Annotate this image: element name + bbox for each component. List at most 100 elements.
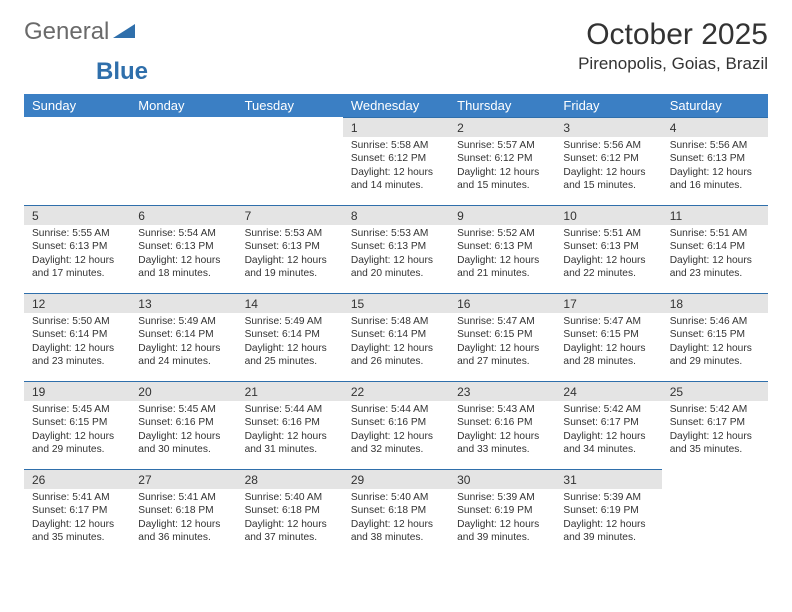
day-details: Sunrise: 5:56 AMSunset: 6:13 PMDaylight:… [662,137,768,197]
calendar-day-cell: .. [662,469,768,557]
day-details: Sunrise: 5:47 AMSunset: 6:15 PMDaylight:… [555,313,661,373]
day-number: 6 [130,205,236,225]
calendar-day-cell: 25Sunrise: 5:42 AMSunset: 6:17 PMDayligh… [662,381,768,469]
day-details: Sunrise: 5:47 AMSunset: 6:15 PMDaylight:… [449,313,555,373]
day-number: 7 [237,205,343,225]
calendar-day-cell: 7Sunrise: 5:53 AMSunset: 6:13 PMDaylight… [237,205,343,293]
day-number: 9 [449,205,555,225]
location-text: Pirenopolis, Goias, Brazil [578,54,768,74]
calendar-day-cell: 5Sunrise: 5:55 AMSunset: 6:13 PMDaylight… [24,205,130,293]
day-number: 22 [343,381,449,401]
weekday-header: Wednesday [343,94,449,117]
day-number: 30 [449,469,555,489]
day-details: Sunrise: 5:45 AMSunset: 6:15 PMDaylight:… [24,401,130,461]
calendar-week-row: ......1Sunrise: 5:58 AMSunset: 6:12 PMDa… [24,117,768,205]
day-details: Sunrise: 5:49 AMSunset: 6:14 PMDaylight:… [237,313,343,373]
weekday-header: Sunday [24,94,130,117]
calendar-day-cell: 4Sunrise: 5:56 AMSunset: 6:13 PMDaylight… [662,117,768,205]
calendar-day-cell: 24Sunrise: 5:42 AMSunset: 6:17 PMDayligh… [555,381,661,469]
page-title: October 2025 [578,18,768,52]
day-number: 27 [130,469,236,489]
calendar-day-cell: 15Sunrise: 5:48 AMSunset: 6:14 PMDayligh… [343,293,449,381]
day-details: Sunrise: 5:39 AMSunset: 6:19 PMDaylight:… [449,489,555,549]
calendar-day-cell: 31Sunrise: 5:39 AMSunset: 6:19 PMDayligh… [555,469,661,557]
day-number: 12 [24,293,130,313]
calendar-day-cell: 27Sunrise: 5:41 AMSunset: 6:18 PMDayligh… [130,469,236,557]
calendar-day-cell: 14Sunrise: 5:49 AMSunset: 6:14 PMDayligh… [237,293,343,381]
day-number: 16 [449,293,555,313]
day-number: 18 [662,293,768,313]
calendar-day-cell: 2Sunrise: 5:57 AMSunset: 6:12 PMDaylight… [449,117,555,205]
calendar-day-cell: 22Sunrise: 5:44 AMSunset: 6:16 PMDayligh… [343,381,449,469]
calendar-day-cell: 28Sunrise: 5:40 AMSunset: 6:18 PMDayligh… [237,469,343,557]
weekday-header-row: Sunday Monday Tuesday Wednesday Thursday… [24,94,768,117]
weekday-header: Tuesday [237,94,343,117]
day-number: 2 [449,117,555,137]
day-number: 29 [343,469,449,489]
calendar-day-cell: 6Sunrise: 5:54 AMSunset: 6:13 PMDaylight… [130,205,236,293]
calendar-day-cell: 16Sunrise: 5:47 AMSunset: 6:15 PMDayligh… [449,293,555,381]
day-number: 24 [555,381,661,401]
calendar-day-cell: 23Sunrise: 5:43 AMSunset: 6:16 PMDayligh… [449,381,555,469]
day-number: 26 [24,469,130,489]
day-details: Sunrise: 5:52 AMSunset: 6:13 PMDaylight:… [449,225,555,285]
calendar-day-cell: 13Sunrise: 5:49 AMSunset: 6:14 PMDayligh… [130,293,236,381]
day-details: Sunrise: 5:56 AMSunset: 6:12 PMDaylight:… [555,137,661,197]
day-number: 14 [237,293,343,313]
weekday-header: Saturday [662,94,768,117]
calendar-week-row: 12Sunrise: 5:50 AMSunset: 6:14 PMDayligh… [24,293,768,381]
day-details: Sunrise: 5:43 AMSunset: 6:16 PMDaylight:… [449,401,555,461]
calendar-day-cell: 17Sunrise: 5:47 AMSunset: 6:15 PMDayligh… [555,293,661,381]
day-details: Sunrise: 5:48 AMSunset: 6:14 PMDaylight:… [343,313,449,373]
calendar-day-cell: .. [24,117,130,205]
calendar-day-cell: 1Sunrise: 5:58 AMSunset: 6:12 PMDaylight… [343,117,449,205]
day-details: Sunrise: 5:39 AMSunset: 6:19 PMDaylight:… [555,489,661,549]
calendar-day-cell: 19Sunrise: 5:45 AMSunset: 6:15 PMDayligh… [24,381,130,469]
day-number: 28 [237,469,343,489]
calendar-day-cell: 29Sunrise: 5:40 AMSunset: 6:18 PMDayligh… [343,469,449,557]
day-details: Sunrise: 5:42 AMSunset: 6:17 PMDaylight:… [662,401,768,461]
day-details: Sunrise: 5:45 AMSunset: 6:16 PMDaylight:… [130,401,236,461]
calendar-day-cell: 3Sunrise: 5:56 AMSunset: 6:12 PMDaylight… [555,117,661,205]
day-number: 5 [24,205,130,225]
day-details: Sunrise: 5:57 AMSunset: 6:12 PMDaylight:… [449,137,555,197]
day-number: 20 [130,381,236,401]
day-details: Sunrise: 5:40 AMSunset: 6:18 PMDaylight:… [343,489,449,549]
calendar-day-cell: 20Sunrise: 5:45 AMSunset: 6:16 PMDayligh… [130,381,236,469]
day-details: Sunrise: 5:40 AMSunset: 6:18 PMDaylight:… [237,489,343,549]
day-number: 23 [449,381,555,401]
calendar-day-cell: 30Sunrise: 5:39 AMSunset: 6:19 PMDayligh… [449,469,555,557]
day-details: Sunrise: 5:51 AMSunset: 6:13 PMDaylight:… [555,225,661,285]
day-number: 31 [555,469,661,489]
day-number: 25 [662,381,768,401]
day-number: 17 [555,293,661,313]
day-number: 4 [662,117,768,137]
day-details: Sunrise: 5:55 AMSunset: 6:13 PMDaylight:… [24,225,130,285]
day-details: Sunrise: 5:42 AMSunset: 6:17 PMDaylight:… [555,401,661,461]
calendar-day-cell: 21Sunrise: 5:44 AMSunset: 6:16 PMDayligh… [237,381,343,469]
day-number: 3 [555,117,661,137]
day-number: 8 [343,205,449,225]
day-details: Sunrise: 5:54 AMSunset: 6:13 PMDaylight:… [130,225,236,285]
day-details: Sunrise: 5:51 AMSunset: 6:14 PMDaylight:… [662,225,768,285]
day-details: Sunrise: 5:53 AMSunset: 6:13 PMDaylight:… [237,225,343,285]
brand-logo: General [24,18,137,46]
day-number: 11 [662,205,768,225]
day-details: Sunrise: 5:41 AMSunset: 6:17 PMDaylight:… [24,489,130,549]
day-number: 19 [24,381,130,401]
day-details: Sunrise: 5:49 AMSunset: 6:14 PMDaylight:… [130,313,236,373]
brand-part1: General [24,18,109,46]
calendar-week-row: 19Sunrise: 5:45 AMSunset: 6:15 PMDayligh… [24,381,768,469]
calendar-day-cell: .. [237,117,343,205]
calendar-table: Sunday Monday Tuesday Wednesday Thursday… [24,94,768,557]
day-details: Sunrise: 5:44 AMSunset: 6:16 PMDaylight:… [237,401,343,461]
day-details: Sunrise: 5:41 AMSunset: 6:18 PMDaylight:… [130,489,236,549]
day-details: Sunrise: 5:44 AMSunset: 6:16 PMDaylight:… [343,401,449,461]
day-details: Sunrise: 5:58 AMSunset: 6:12 PMDaylight:… [343,137,449,197]
weekday-header: Friday [555,94,661,117]
weekday-header: Thursday [449,94,555,117]
calendar-week-row: 5Sunrise: 5:55 AMSunset: 6:13 PMDaylight… [24,205,768,293]
calendar-week-row: 26Sunrise: 5:41 AMSunset: 6:17 PMDayligh… [24,469,768,557]
calendar-day-cell: .. [130,117,236,205]
day-number: 15 [343,293,449,313]
